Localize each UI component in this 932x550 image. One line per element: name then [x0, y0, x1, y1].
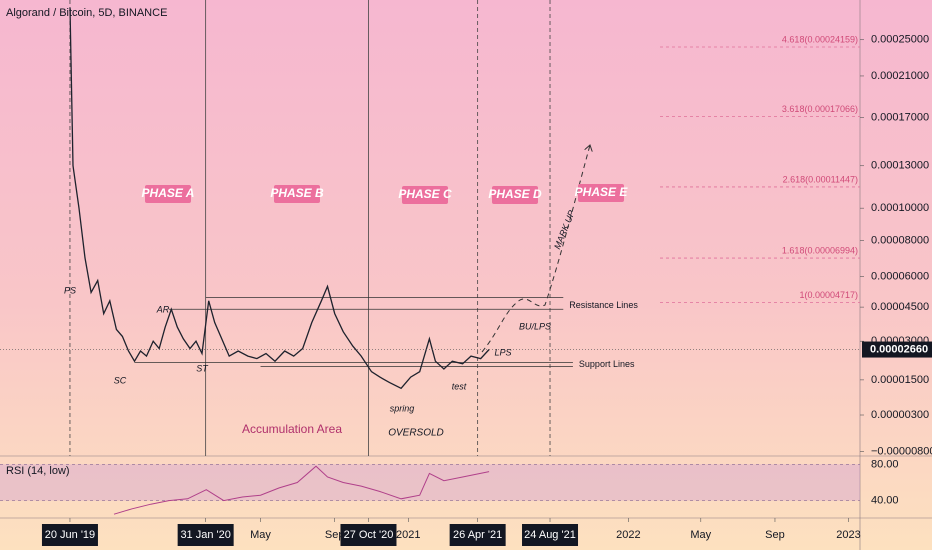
annotation: LPS	[494, 347, 511, 357]
projection-path	[481, 145, 590, 353]
x-tick-label: 20 Jun '19	[45, 529, 95, 541]
fib-label: 3.618(0.00017066)	[782, 104, 858, 114]
y-tick-label: 0.00000300	[871, 409, 929, 421]
annotation: SC	[114, 375, 127, 385]
x-tick-label: May	[250, 529, 271, 541]
x-tick-label: 31 Jan '20	[180, 529, 230, 541]
fib-label: 1.618(0.00006994)	[782, 245, 858, 255]
resistance-line-label: Resistance Lines	[569, 300, 638, 310]
rsi-band	[0, 464, 860, 501]
price-line	[69, 7, 490, 390]
y-tick-label: 0.00006000	[871, 271, 929, 283]
phase-label-box	[145, 185, 191, 203]
x-tick-label: Sep	[765, 529, 785, 541]
annotation: PS	[64, 285, 76, 295]
phase-label-box	[402, 186, 448, 204]
x-tick-highlight	[177, 524, 234, 546]
phase-label: PHASE D	[488, 187, 542, 201]
support-line-label: Support Lines	[579, 359, 635, 369]
phase-label: PHASE C	[398, 187, 452, 201]
phase-label-box	[578, 184, 624, 202]
y-tick-label: −0.00000800	[871, 445, 932, 457]
rsi-tick-label: 80.00	[871, 458, 899, 470]
x-tick-highlight	[522, 524, 579, 546]
x-tick-label: 2022	[616, 529, 640, 541]
chart-title: Algorand / Bitcoin, 5D, BINANCE	[6, 7, 167, 19]
x-tick-label: 2023	[836, 529, 860, 541]
annotation: BU/LPS	[519, 321, 551, 331]
annotation: ST	[196, 363, 209, 373]
x-tick-label: May	[690, 529, 711, 541]
x-tick-label: Sep	[325, 529, 345, 541]
rsi-title: RSI (14, low)	[6, 465, 70, 477]
x-tick-label: 26 Apr '21	[453, 529, 502, 541]
x-tick-highlight	[41, 524, 98, 546]
x-tick-highlight	[449, 524, 506, 546]
annotation: test	[452, 381, 467, 391]
annotation: OVERSOLD	[388, 428, 444, 439]
y-tick-label: 0.00010000	[871, 202, 929, 214]
x-tick-highlight	[340, 524, 397, 546]
y-tick-label: 0.00004500	[871, 301, 929, 313]
annotation: spring	[390, 403, 415, 413]
phase-label-box	[274, 185, 320, 203]
y-tick-label: 0.00025000	[871, 34, 929, 46]
annotation: Accumulation Area	[242, 422, 342, 436]
last-price-box	[862, 341, 932, 358]
phase-label-box	[492, 186, 538, 204]
annotation: AR	[156, 304, 170, 314]
y-tick-label: 0.00021000	[871, 70, 929, 82]
phase-label: PHASE A	[142, 186, 195, 200]
fib-label: 2.618(0.00011447)	[783, 174, 858, 184]
phase-label: PHASE E	[575, 185, 629, 199]
rsi-line	[113, 465, 490, 515]
x-tick-label: 2021	[396, 529, 420, 541]
y-tick-label: 0.00013000	[871, 160, 929, 172]
fib-label: 1(0.00004717)	[799, 290, 858, 300]
y-tick-label: 0.00001500	[871, 374, 929, 386]
fib-label: 4.618(0.00024159)	[782, 34, 858, 44]
last-price-label: 0.00002660	[870, 343, 928, 355]
x-tick-label: 27 Oct '20	[344, 529, 394, 541]
phase-label: PHASE B	[270, 186, 324, 200]
rsi-tick-label: 40.00	[871, 495, 899, 507]
x-tick-label: 24 Aug '21	[524, 529, 576, 541]
y-tick-label: 0.00017000	[871, 111, 929, 123]
y-tick-label: 0.00008000	[871, 234, 929, 246]
